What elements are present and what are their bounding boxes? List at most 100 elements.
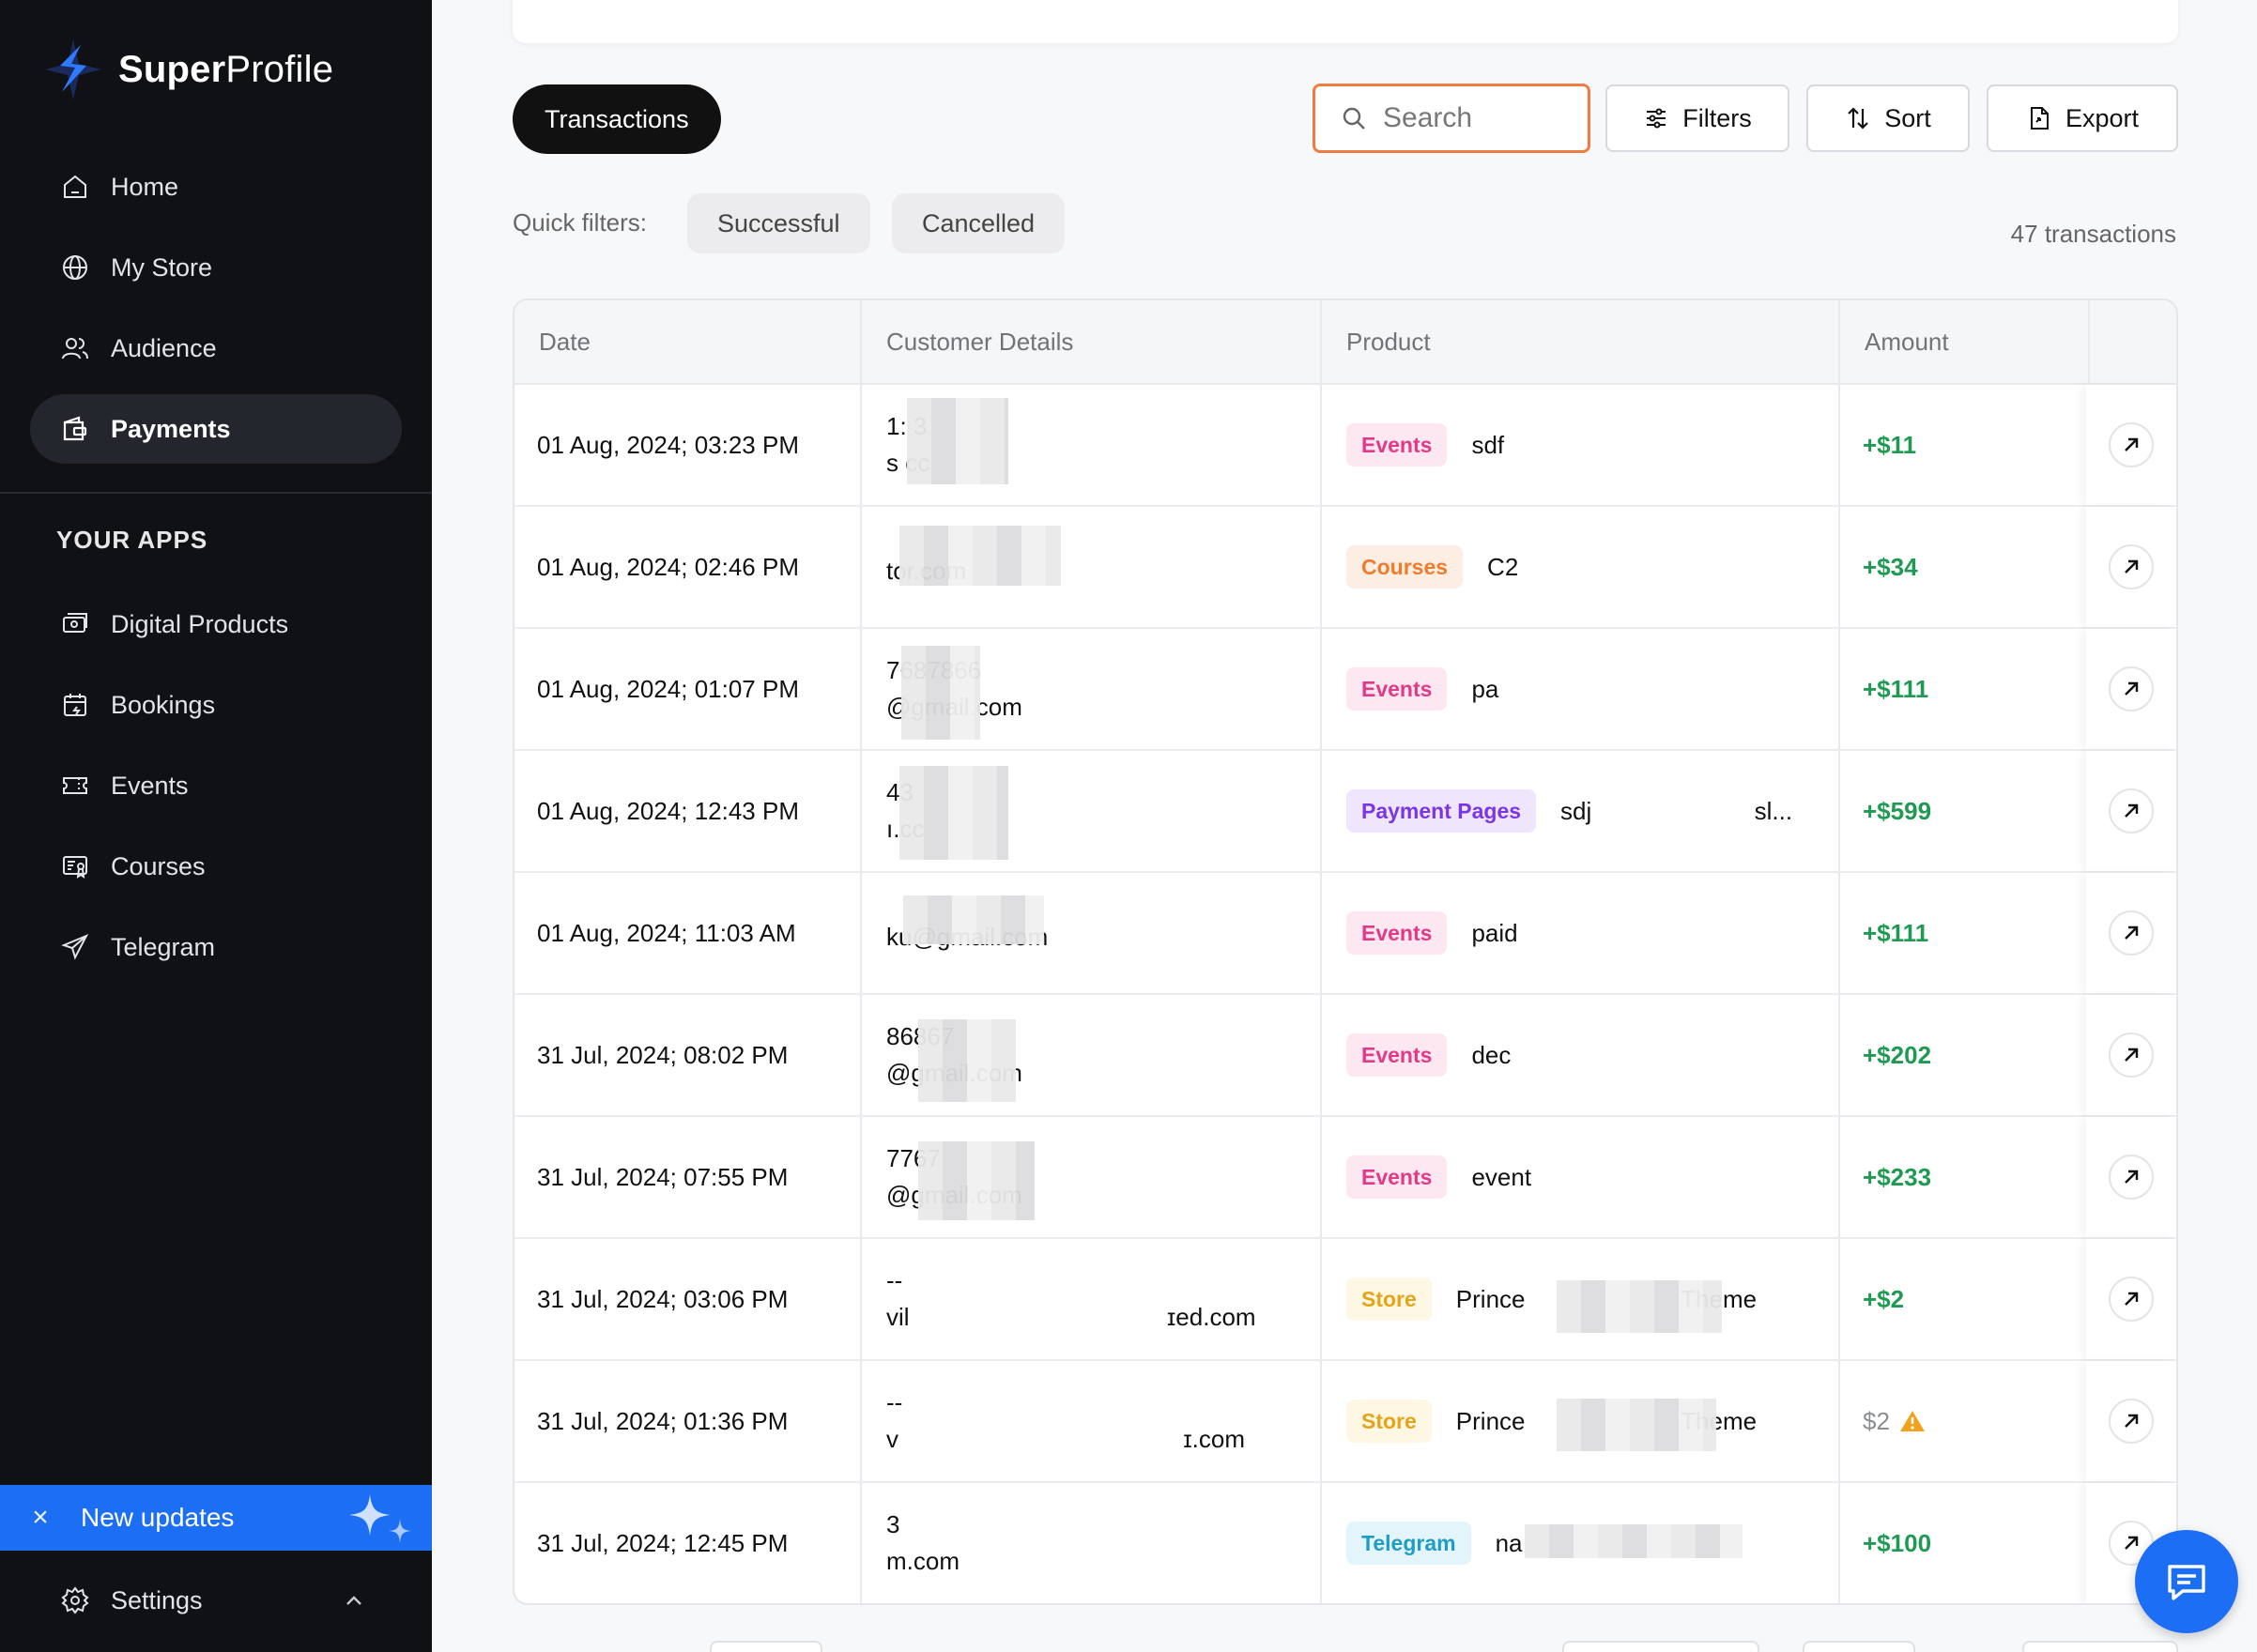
product-name: C2 bbox=[1487, 552, 1519, 581]
table-row[interactable]: 31 Jul, 2024; 03:06 PM -- vil ɪed.com St… bbox=[514, 1239, 2176, 1361]
column-header-customer[interactable]: Customer Details bbox=[886, 327, 1074, 356]
customer-email: m.com bbox=[886, 1547, 960, 1575]
open-transaction-button[interactable] bbox=[2109, 544, 2154, 589]
customer-cell: 3 m.com bbox=[886, 1483, 1309, 1603]
open-transaction-button[interactable] bbox=[2109, 1032, 2154, 1078]
sidebar-item-bookings[interactable]: Bookings bbox=[30, 670, 402, 740]
table-row[interactable]: 01 Aug, 2024; 01:07 PM 7687866 @gmail.co… bbox=[514, 629, 2176, 751]
table-row[interactable]: 01 Aug, 2024; 11:03 AM ku@gmail.com Even… bbox=[514, 873, 2176, 995]
open-transaction-button[interactable] bbox=[2109, 788, 2154, 834]
sidebar-item-audience[interactable]: Audience bbox=[30, 314, 402, 383]
open-transaction-button[interactable] bbox=[2109, 910, 2154, 956]
redacted-block bbox=[907, 398, 1008, 484]
main-nav: Home My Store Audience Payments bbox=[30, 152, 402, 475]
sort-button[interactable]: Sort bbox=[1806, 84, 1970, 152]
globe-icon bbox=[63, 255, 87, 280]
amount-cell: $2 bbox=[1863, 1361, 1926, 1481]
brand-name-bold: Super bbox=[118, 48, 226, 90]
home-icon bbox=[64, 175, 86, 198]
column-header-date[interactable]: Date bbox=[539, 327, 591, 356]
product-type-badge: Store bbox=[1346, 1277, 1432, 1321]
pagination-control[interactable] bbox=[2022, 1641, 2178, 1652]
digital-products-icon bbox=[63, 613, 87, 633]
open-transaction-column bbox=[2086, 873, 2176, 993]
customer-cell: 1: 3 s cc bbox=[886, 385, 1309, 505]
search-input[interactable] bbox=[1383, 102, 1571, 134]
customer-cell: -- vil ɪed.com bbox=[886, 1239, 1309, 1359]
sort-label: Sort bbox=[1884, 103, 1931, 132]
course-icon bbox=[63, 856, 87, 880]
warning-icon[interactable] bbox=[1899, 1409, 1926, 1433]
top-card bbox=[513, 0, 2178, 43]
open-transaction-column bbox=[2086, 1117, 2176, 1237]
open-transaction-button[interactable] bbox=[2109, 1155, 2154, 1200]
pagination-control[interactable] bbox=[1803, 1641, 1915, 1652]
search-box[interactable] bbox=[1313, 84, 1590, 153]
table-row[interactable]: 01 Aug, 2024; 03:23 PM 1: 3 s cc Events … bbox=[514, 385, 2176, 507]
quick-filter-successful[interactable]: Successful bbox=[687, 193, 870, 253]
table-row[interactable]: 31 Jul, 2024; 07:55 PM 7767 @gmail.com E… bbox=[514, 1117, 2176, 1239]
main-content: Transactions Filters Sort Export Quick f… bbox=[432, 0, 2257, 1652]
chevron-up-icon[interactable] bbox=[342, 1588, 366, 1613]
sidebar-item-telegram[interactable]: Telegram bbox=[30, 912, 402, 982]
date-cell: 31 Jul, 2024; 08:02 PM bbox=[537, 1040, 789, 1069]
open-transaction-button[interactable] bbox=[2109, 1399, 2154, 1444]
chat-icon bbox=[2168, 1565, 2205, 1600]
sidebar-item-settings[interactable]: Settings bbox=[30, 1566, 402, 1635]
product-cell: Courses C2 bbox=[1346, 507, 1518, 627]
customer-cell: 86867 @gmail.com bbox=[886, 995, 1309, 1115]
chat-support-button[interactable] bbox=[2135, 1530, 2238, 1633]
redacted-block bbox=[899, 766, 1008, 860]
sidebar-divider bbox=[0, 492, 432, 494]
sidebar-item-courses[interactable]: Courses bbox=[30, 832, 402, 901]
new-updates-label: New updates bbox=[81, 1503, 235, 1532]
open-transaction-button[interactable] bbox=[2109, 1277, 2154, 1322]
brand[interactable]: SuperProfile bbox=[43, 38, 333, 101]
date-cell: 01 Aug, 2024; 11:03 AM bbox=[537, 918, 796, 947]
sidebar-item-label: Bookings bbox=[111, 690, 216, 719]
date-cell: 01 Aug, 2024; 12:43 PM bbox=[537, 796, 799, 825]
new-updates-banner[interactable]: × New updates bbox=[0, 1485, 432, 1551]
filters-button[interactable]: Filters bbox=[1605, 84, 1789, 152]
table-row[interactable]: 31 Jul, 2024; 12:45 PM 3 m.com Telegram … bbox=[514, 1483, 2176, 1603]
table-row[interactable]: 31 Jul, 2024; 01:36 PM -- v ɪ.com Store … bbox=[514, 1361, 2176, 1483]
quick-filter-cancelled[interactable]: Cancelled bbox=[892, 193, 1066, 253]
customer-phone: -- bbox=[886, 1388, 903, 1416]
sidebar-item-events[interactable]: Events bbox=[30, 751, 402, 820]
date-cell: 31 Jul, 2024; 03:06 PM bbox=[537, 1284, 789, 1313]
export-file-icon bbox=[2030, 107, 2049, 130]
arrow-up-right-icon bbox=[2125, 1414, 2139, 1428]
customer-cell: ku@gmail.com bbox=[886, 873, 1309, 993]
amount-cell: +$34 bbox=[1863, 552, 1918, 581]
customer-phone: 3 bbox=[886, 1510, 900, 1538]
product-type-badge: Events bbox=[1346, 667, 1448, 711]
pagination-control[interactable] bbox=[1562, 1641, 1759, 1652]
column-header-product[interactable]: Product bbox=[1346, 327, 1431, 356]
column-divider bbox=[1320, 300, 1322, 1603]
table-row[interactable]: 01 Aug, 2024; 12:43 PM 43 ı.cc Payment P… bbox=[514, 751, 2176, 873]
send-icon bbox=[61, 934, 89, 960]
sidebar-item-payments[interactable]: Payments bbox=[30, 394, 402, 464]
pagination-control[interactable] bbox=[710, 1641, 822, 1652]
tab-transactions[interactable]: Transactions bbox=[513, 84, 721, 154]
sidebar-item-label: My Store bbox=[111, 252, 213, 282]
sliders-icon bbox=[1647, 108, 1666, 129]
close-icon[interactable]: × bbox=[32, 1502, 49, 1533]
open-transaction-button[interactable] bbox=[2109, 666, 2154, 711]
search-icon bbox=[1343, 107, 1365, 130]
table-row[interactable]: 01 Aug, 2024; 02:46 PM tor.com Courses C… bbox=[514, 507, 2176, 629]
sidebar-item-my-store[interactable]: My Store bbox=[30, 233, 402, 302]
product-cell: Events sdf bbox=[1346, 385, 1504, 505]
open-transaction-button[interactable] bbox=[2109, 422, 2154, 467]
table-row[interactable]: 31 Jul, 2024; 08:02 PM 86867 @gmail.com … bbox=[514, 995, 2176, 1117]
superprofile-logo-icon bbox=[45, 39, 101, 99]
amount-cell: +$111 bbox=[1863, 918, 1929, 947]
sidebar-item-digital-products[interactable]: Digital Products bbox=[30, 589, 402, 659]
sidebar: SuperProfile Home My Store Audience Paym… bbox=[0, 0, 432, 1652]
product-cell: Events event bbox=[1346, 1117, 1531, 1237]
column-header-amount[interactable]: Amount bbox=[1865, 327, 1949, 356]
sidebar-item-home[interactable]: Home bbox=[30, 152, 402, 222]
arrow-up-right-icon bbox=[2125, 1048, 2139, 1062]
export-button[interactable]: Export bbox=[1987, 84, 2178, 152]
transaction-count: 47 transactions bbox=[2010, 220, 2176, 248]
